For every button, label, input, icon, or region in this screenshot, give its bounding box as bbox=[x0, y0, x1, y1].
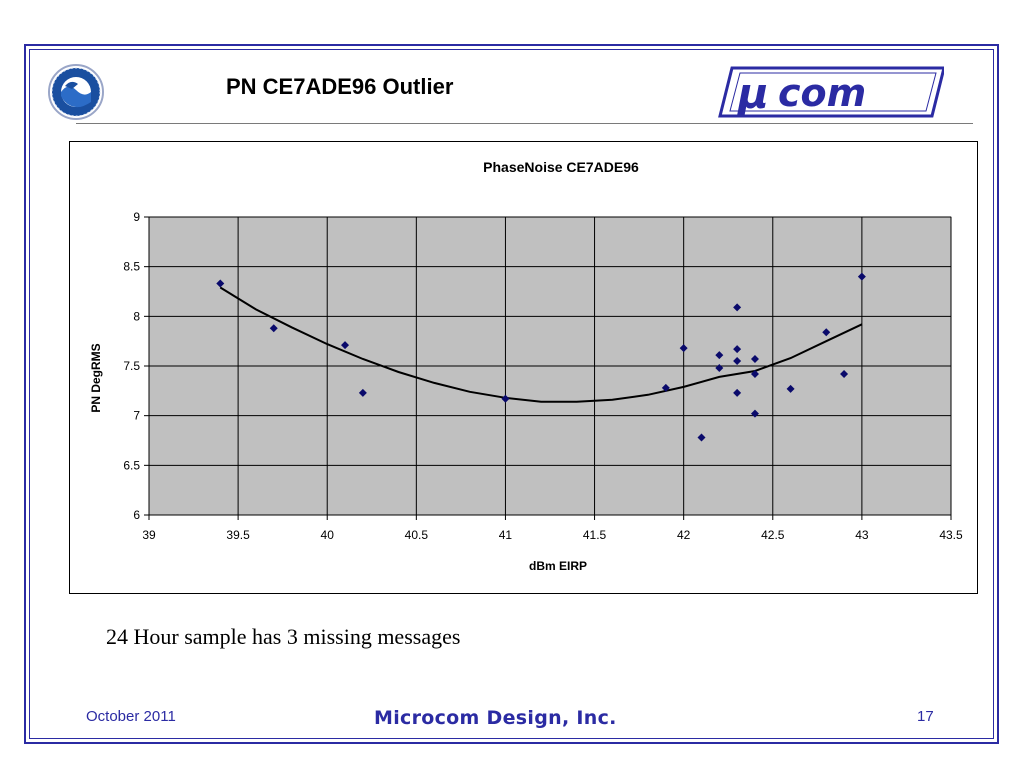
data-point bbox=[216, 279, 225, 288]
slide-title: PN CE7ADE96 Outlier bbox=[226, 74, 454, 99]
data-point bbox=[501, 394, 510, 403]
data-point bbox=[840, 369, 849, 378]
x-tick-label: 43 bbox=[855, 528, 869, 542]
data-point bbox=[715, 351, 724, 360]
data-point bbox=[358, 388, 367, 397]
x-tick-label: 39 bbox=[142, 528, 156, 542]
x-tick-label: 41.5 bbox=[583, 528, 607, 542]
data-point bbox=[750, 355, 759, 364]
y-tick-label: 8.5 bbox=[123, 260, 140, 274]
x-tick-label: 42.5 bbox=[761, 528, 785, 542]
scatter-chart: 39 39.5 40 40.5 41 41.5 42 42.5 43 43.5 6 6.5 7 7.5 8 8… bbox=[89, 159, 963, 573]
x-tick-label: 39.5 bbox=[226, 528, 250, 542]
x-tick-label: 42 bbox=[677, 528, 691, 542]
y-tick-label: 6.5 bbox=[123, 458, 140, 472]
y-tick-label: 8 bbox=[133, 309, 140, 323]
x-tick-label: 40.5 bbox=[405, 528, 429, 542]
y-tick-label: 7.5 bbox=[123, 359, 140, 373]
x-tick-label: 41 bbox=[499, 528, 513, 542]
footer-page-number: 17 bbox=[917, 708, 934, 725]
data-point bbox=[733, 303, 742, 312]
data-point bbox=[697, 433, 706, 442]
data-point bbox=[661, 383, 670, 392]
noaa-logo-icon bbox=[48, 64, 104, 120]
footer-date: October 2011 bbox=[86, 708, 176, 725]
data-point bbox=[733, 388, 742, 397]
x-axis-title: dBm EIRP bbox=[529, 559, 587, 573]
data-point bbox=[786, 384, 795, 393]
slide-frame-inner bbox=[29, 49, 994, 739]
data-point bbox=[269, 324, 278, 333]
data-point bbox=[715, 363, 724, 372]
data-point bbox=[341, 341, 350, 350]
data-point bbox=[733, 357, 742, 366]
chart-title: PhaseNoise CE7ADE96 bbox=[483, 159, 639, 175]
y-axis-title: PN DegRMS bbox=[89, 343, 103, 412]
data-point bbox=[750, 409, 759, 418]
x-tick-label: 43.5 bbox=[939, 528, 963, 542]
data-point bbox=[750, 369, 759, 378]
y-tick-label: 7 bbox=[133, 409, 140, 423]
data-point bbox=[679, 344, 688, 353]
data-point bbox=[733, 345, 742, 354]
data-point bbox=[822, 328, 831, 337]
y-tick-label: 9 bbox=[133, 210, 140, 224]
data-point bbox=[857, 272, 866, 281]
ucom-logo-icon: μ com bbox=[718, 66, 944, 118]
footer-company: Microcom Design, Inc. bbox=[374, 707, 617, 729]
y-tick-label: 6 bbox=[133, 508, 140, 522]
svg-text:μ: μ bbox=[736, 69, 769, 118]
slide-frame-outer bbox=[24, 44, 999, 744]
slide-caption: 24 Hour sample has 3 missing messages bbox=[106, 624, 461, 649]
chart-container: 39 39.5 40 40.5 41 41.5 42 42.5 43 43.5 6 6.5 7 7.5 8 8… bbox=[69, 141, 978, 594]
title-divider bbox=[76, 123, 973, 124]
x-tick-label: 40 bbox=[321, 528, 335, 542]
ucom-logo-text: com bbox=[778, 71, 866, 115]
